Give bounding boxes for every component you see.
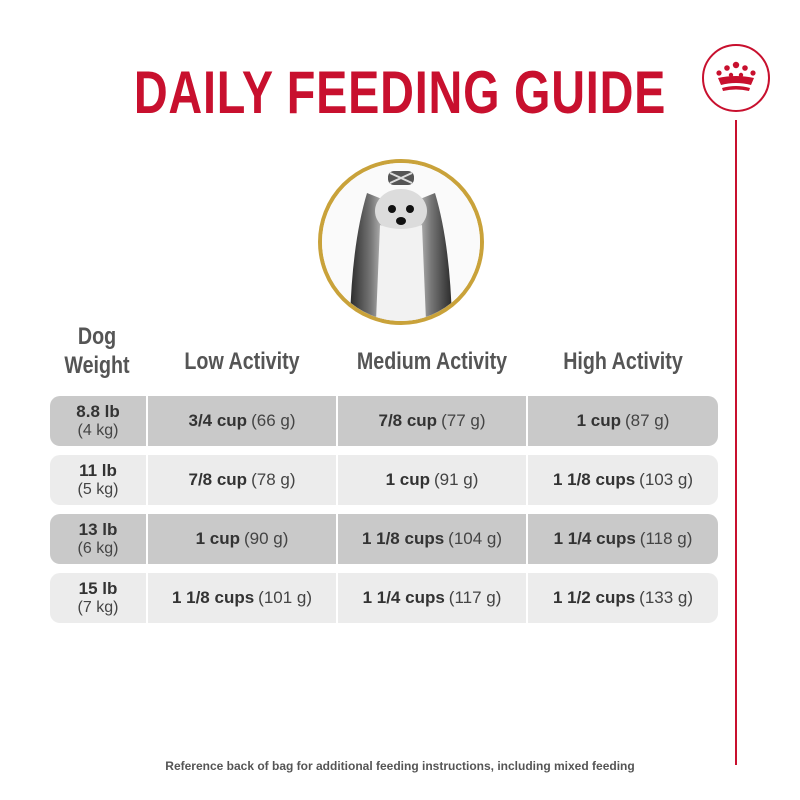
weight-lb: 15 lb bbox=[78, 579, 118, 598]
weight-kg: (5 kg) bbox=[77, 481, 119, 498]
dog-weight-header-line2: Weight bbox=[64, 352, 130, 379]
amount: 3/4 cup bbox=[188, 411, 248, 430]
weight-kg: (4 kg) bbox=[77, 422, 119, 439]
weight-cell: 13 lb (6 kg) bbox=[50, 514, 146, 564]
grams: (104 g) bbox=[448, 529, 503, 548]
weight-cell: 15 lb (7 kg) bbox=[50, 573, 146, 623]
weight-kg: (6 kg) bbox=[77, 540, 119, 557]
amount: 1 1/4 cups bbox=[553, 529, 636, 548]
medium-activity-cell: 1 1/8 cups (104 g) bbox=[338, 514, 526, 564]
table-row: 8.8 lb (4 kg) 3/4 cup (66 g) 7/8 cup (77 g… bbox=[50, 396, 718, 446]
weight-lb: 13 lb bbox=[78, 520, 118, 539]
grams: (133 g) bbox=[639, 588, 694, 607]
medium-activity-cell: 1 1/4 cups (117 g) bbox=[338, 573, 526, 623]
medium-activity-cell: 7/8 cup (77 g) bbox=[338, 396, 526, 446]
column-header-low: Low Activity bbox=[184, 348, 300, 375]
crown-logo-icon bbox=[716, 61, 756, 91]
grams: (91 g) bbox=[433, 470, 479, 489]
grams: (118 g) bbox=[639, 529, 693, 548]
brand-divider-line bbox=[735, 120, 737, 765]
low-activity-cell: 7/8 cup (78 g) bbox=[148, 455, 336, 505]
page-title: DAILY FEEDING GUIDE bbox=[133, 59, 667, 126]
amount: 1 1/2 cups bbox=[552, 588, 636, 607]
weight-cell: 8.8 lb (4 kg) bbox=[50, 396, 146, 446]
footer-note: Reference back of bag for additional fee… bbox=[165, 759, 635, 773]
grams: (87 g) bbox=[624, 411, 670, 430]
high-activity-cell: 1 1/4 cups (118 g) bbox=[528, 514, 718, 564]
table-row: 15 lb (7 kg) 1 1/8 cups (101 g) 1 1/4 cup… bbox=[50, 573, 718, 623]
column-header-high: High Activity bbox=[563, 348, 683, 375]
grams: (90 g) bbox=[243, 529, 289, 548]
amount: 7/8 cup bbox=[188, 470, 248, 489]
amount: 1 1/8 cups bbox=[552, 470, 636, 489]
grams: (103 g) bbox=[639, 470, 694, 489]
dog-weight-header: Dog Weight bbox=[60, 322, 134, 380]
weight-kg: (7 kg) bbox=[77, 599, 119, 616]
weight-lb: 8.8 lb bbox=[76, 402, 120, 421]
column-header-medium: Medium Activity bbox=[356, 348, 508, 375]
high-activity-cell: 1 cup (87 g) bbox=[528, 396, 718, 446]
low-activity-cell: 1 cup (90 g) bbox=[148, 514, 336, 564]
amount: 1 cup bbox=[195, 529, 240, 548]
table-row: 13 lb (6 kg) 1 cup (90 g) 1 1/8 cups (104 … bbox=[50, 514, 718, 564]
amount: 1 cup bbox=[576, 411, 621, 430]
dog-weight-header-line1: Dog bbox=[77, 323, 117, 350]
amount: 1 1/4 cups bbox=[362, 588, 445, 607]
weight-cell: 11 lb (5 kg) bbox=[50, 455, 146, 505]
high-activity-cell: 1 1/8 cups (103 g) bbox=[528, 455, 718, 505]
weight-lb: 11 lb bbox=[79, 461, 117, 480]
grams: (117 g) bbox=[448, 588, 502, 607]
table-row: 11 lb (5 kg) 7/8 cup (78 g) 1 cup (91 g) 1… bbox=[50, 455, 718, 505]
grams: (77 g) bbox=[441, 411, 486, 430]
grams: (66 g) bbox=[251, 411, 296, 430]
amount: 1 1/8 cups bbox=[171, 588, 255, 607]
amount: 1 cup bbox=[385, 470, 430, 489]
grams: (101 g) bbox=[258, 588, 313, 607]
medium-activity-cell: 1 cup (91 g) bbox=[338, 455, 526, 505]
low-activity-cell: 3/4 cup (66 g) bbox=[148, 396, 336, 446]
brand-badge bbox=[702, 44, 770, 112]
grams: (78 g) bbox=[251, 470, 296, 489]
amount: 7/8 cup bbox=[378, 411, 438, 430]
low-activity-cell: 1 1/8 cups (101 g) bbox=[148, 573, 336, 623]
shih-tzu-dog-photo bbox=[318, 159, 484, 325]
amount: 1 1/8 cups bbox=[361, 529, 445, 548]
high-activity-cell: 1 1/2 cups (133 g) bbox=[528, 573, 718, 623]
